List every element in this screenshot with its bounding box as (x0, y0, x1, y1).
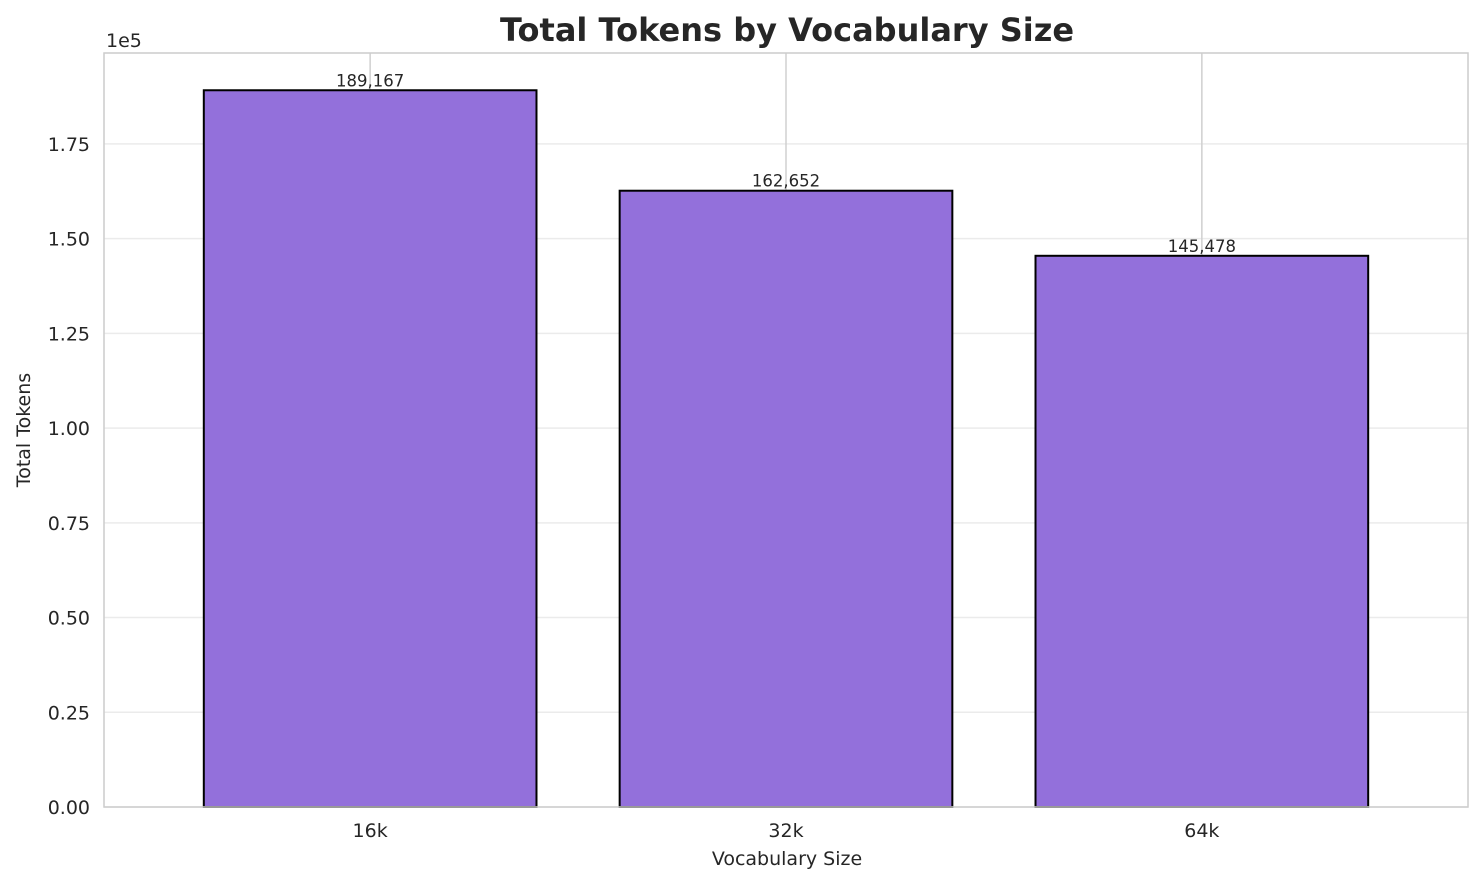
bar-16k (202, 89, 538, 808)
y-tick-label: 1.25 (48, 323, 90, 345)
y-tick-label: 1.75 (48, 134, 90, 156)
bar-64k (1034, 254, 1370, 809)
chart-title: Total Tokens by Vocabulary Size (500, 11, 1074, 49)
y-tick-label: 0.00 (48, 797, 90, 819)
data-label: 189,167 (336, 71, 404, 90)
x-tick-label: 64k (1184, 820, 1219, 842)
y-offset-label: 1e5 (106, 30, 142, 52)
plot-border (103, 52, 1469, 808)
y-tick-label: 1.50 (48, 229, 90, 251)
y-axis-label: Total Tokens (13, 373, 35, 488)
plot-frame (103, 52, 1469, 808)
x-tick-label: 16k (353, 820, 388, 842)
data-label: 162,652 (752, 172, 820, 191)
y-tick-label: 0.25 (48, 702, 90, 724)
label-layer: 0.00 0.25 0.50 0.75 1.00 1.25 1.50 1.75 16k 32k 64… (48, 71, 1236, 842)
data-label: 145,478 (1168, 237, 1236, 256)
bar-layer (202, 89, 1370, 809)
y-tick-label: 0.50 (48, 608, 90, 630)
bar-32k (618, 189, 954, 808)
y-tick-label: 1.00 (48, 418, 90, 440)
x-axis-label: Vocabulary Size (712, 848, 862, 870)
x-tick-label: 32k (768, 820, 803, 842)
y-tick-label: 0.75 (48, 513, 90, 535)
